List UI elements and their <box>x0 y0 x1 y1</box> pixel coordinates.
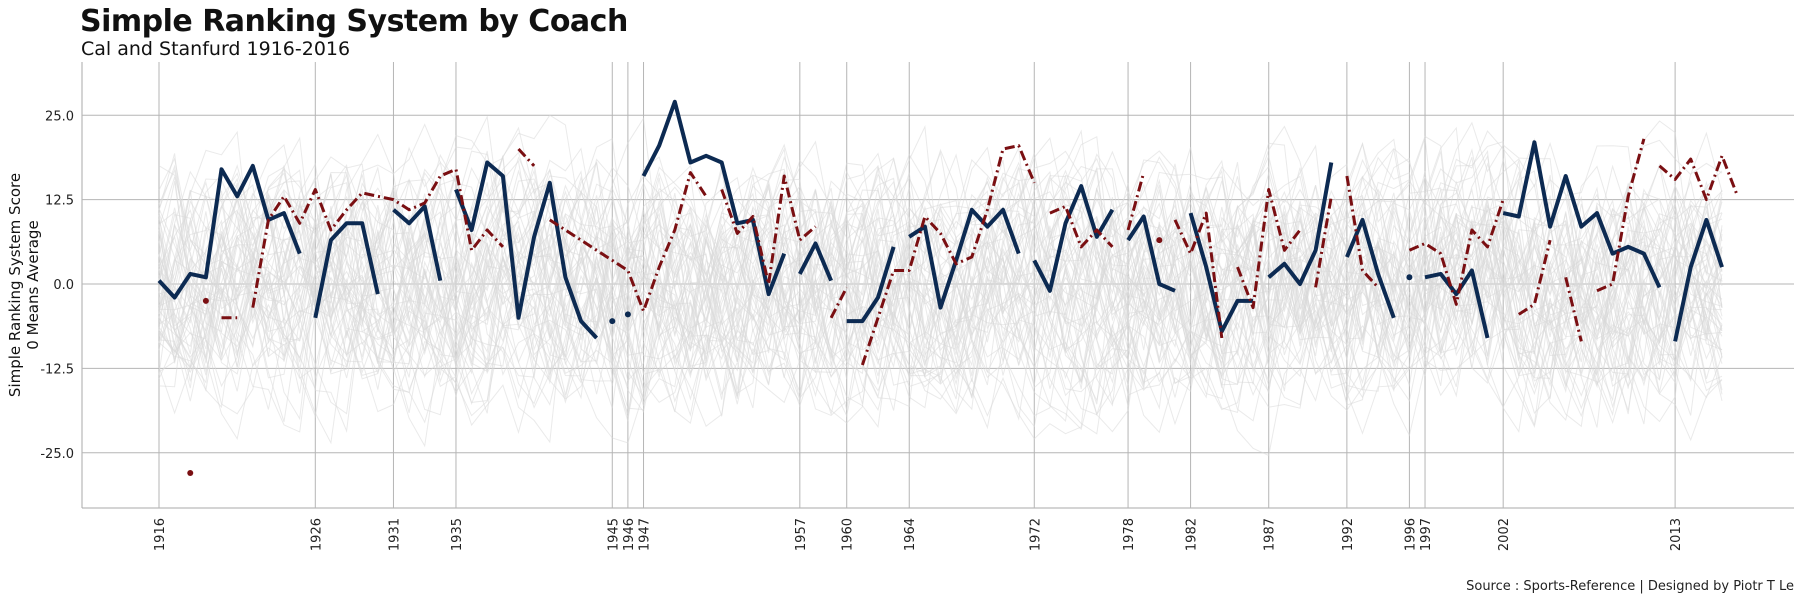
series-line <box>157 163 302 300</box>
series-line <box>1345 175 1380 289</box>
series-line <box>454 160 599 340</box>
x-tick-label: 1978 <box>1122 518 1137 551</box>
background-series <box>158 114 1723 457</box>
background-team-line <box>158 137 1723 424</box>
y-axis-label-line1: Simple Ranking System Score <box>6 173 24 397</box>
x-axis-ticks: 1916 1926 1931 1935 1945 1946 1947 1957 1960 1964… <box>153 518 1684 551</box>
chart-title: Simple Ranking System by Coach <box>80 4 628 39</box>
y-tick-label: -12.5 <box>40 362 74 377</box>
chart-subtitle: Cal and Stanfurd 1916-2016 <box>81 38 351 60</box>
series-line <box>1564 276 1583 342</box>
series-line <box>720 174 817 286</box>
background-team-line <box>158 146 1723 423</box>
series-line <box>908 207 1021 310</box>
x-tick-label: 1926 <box>309 518 324 551</box>
x-tick-label: 1987 <box>1263 518 1278 551</box>
source-caption: Source : Sports-Reference | Designed by … <box>1466 579 1794 594</box>
x-tick-label: 2002 <box>1497 518 1512 551</box>
y-tick-label: 12.5 <box>45 194 74 209</box>
background-team-line <box>158 130 1723 448</box>
series-line <box>1126 214 1176 293</box>
series-point <box>1156 237 1163 244</box>
coach-series <box>157 99 1739 476</box>
background-team-line <box>158 138 1723 402</box>
y-axis-ticks: 25.0 12.5 0.0 -12.5 -25.0 <box>40 109 74 462</box>
series-point <box>187 470 194 476</box>
background-team-line <box>158 150 1723 389</box>
series-line <box>1596 138 1646 293</box>
y-tick-label: 0.0 <box>53 278 74 293</box>
series-line <box>1188 212 1254 334</box>
background-team-line <box>158 130 1723 387</box>
x-tick-label: 1931 <box>387 518 402 551</box>
series-line <box>829 286 849 319</box>
x-tick-label: 1946 <box>622 518 637 551</box>
series-line <box>846 246 896 324</box>
series-line <box>1424 268 1490 339</box>
x-tick-label: 1982 <box>1185 518 1200 551</box>
series-line <box>548 171 708 313</box>
series-line <box>1236 188 1302 310</box>
background-team-line <box>158 157 1723 417</box>
series-line <box>1517 239 1552 316</box>
series-line <box>251 167 504 308</box>
y-tick-label: -25.0 <box>40 447 74 462</box>
series-line <box>1314 196 1333 288</box>
series-line <box>313 221 380 319</box>
x-tick-label: 2013 <box>1669 518 1684 551</box>
background-team-line <box>158 170 1723 435</box>
background-team-line <box>158 124 1723 387</box>
x-tick-label: 1916 <box>153 518 168 551</box>
series-line <box>1267 162 1334 286</box>
series-point <box>609 318 616 325</box>
x-tick-label: 1957 <box>794 518 809 551</box>
series-line <box>1126 172 1146 231</box>
x-tick-label: 1972 <box>1028 518 1043 551</box>
y-tick-label: 25.0 <box>45 109 74 124</box>
background-team-line <box>158 133 1723 437</box>
x-tick-label: 1997 <box>1419 518 1434 551</box>
y-axis-label-line2: 0 Means Average <box>24 220 42 349</box>
series-line <box>517 147 536 167</box>
background-team-line <box>158 142 1723 442</box>
series-line <box>1658 154 1739 202</box>
series-line <box>860 144 1036 366</box>
x-tick-label: 1935 <box>450 518 465 551</box>
background-team-line <box>158 150 1723 414</box>
series-line <box>1173 211 1224 339</box>
series-line <box>392 204 443 282</box>
x-tick-label: 1960 <box>841 518 856 551</box>
series-line <box>1049 204 1114 249</box>
background-team-line <box>158 114 1723 390</box>
background-team-line <box>158 137 1723 384</box>
series-line <box>1502 140 1662 289</box>
series-line <box>798 241 833 282</box>
series-line <box>1408 199 1505 306</box>
background-team-line <box>158 156 1723 418</box>
series-line <box>1345 217 1396 319</box>
background-team-line <box>158 147 1723 409</box>
background-team-line <box>158 154 1723 430</box>
series-point <box>202 297 209 304</box>
x-tick-label: 1964 <box>903 518 918 551</box>
series-point <box>1406 274 1413 281</box>
x-tick-label: 1945 <box>606 518 621 551</box>
series-point <box>624 311 631 318</box>
series-line <box>1673 217 1724 342</box>
x-tick-label: 1996 <box>1403 518 1418 551</box>
background-team-line <box>158 148 1723 441</box>
x-tick-label: 1992 <box>1341 518 1356 551</box>
x-tick-label: 1947 <box>638 518 653 551</box>
series-line <box>641 99 787 297</box>
